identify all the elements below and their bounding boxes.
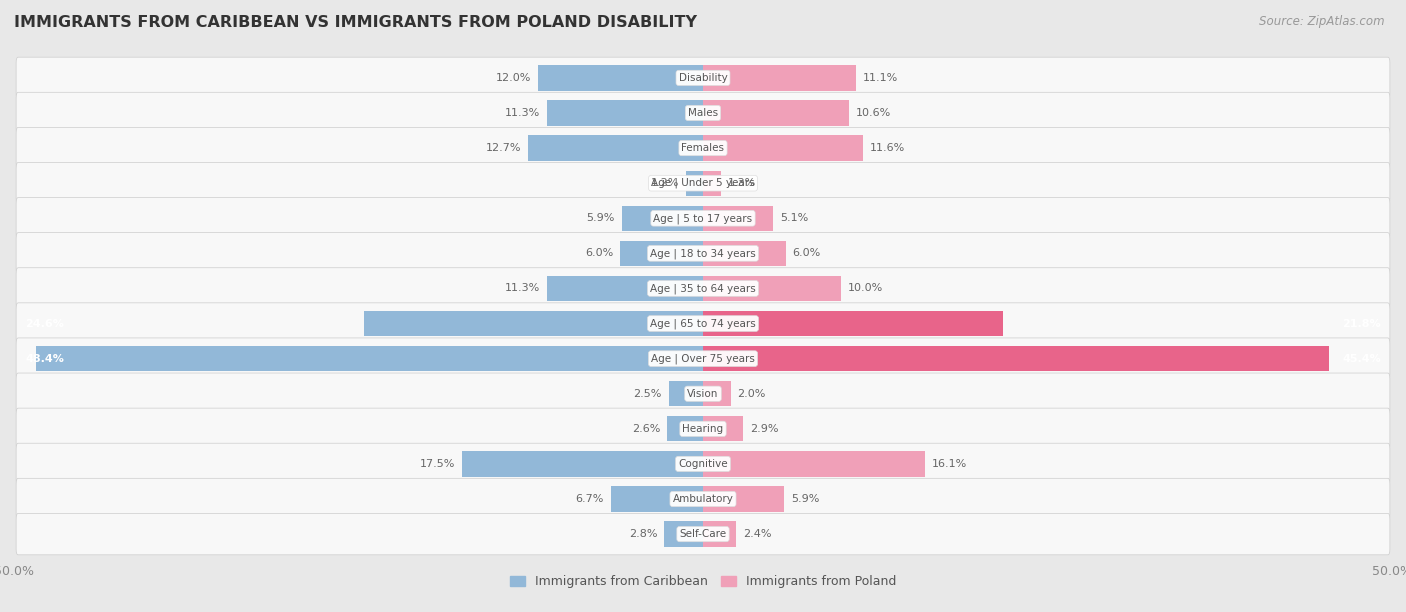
Text: Source: ZipAtlas.com: Source: ZipAtlas.com: [1260, 15, 1385, 28]
Text: Ambulatory: Ambulatory: [672, 494, 734, 504]
FancyBboxPatch shape: [15, 162, 1391, 204]
Text: 5.9%: 5.9%: [586, 213, 614, 223]
Text: Age | Over 75 years: Age | Over 75 years: [651, 353, 755, 364]
Text: 11.1%: 11.1%: [863, 73, 898, 83]
Text: 2.6%: 2.6%: [631, 424, 661, 434]
Text: Self-Care: Self-Care: [679, 529, 727, 539]
Bar: [703, 311, 1004, 336]
FancyBboxPatch shape: [15, 233, 1391, 274]
Text: Age | 65 to 74 years: Age | 65 to 74 years: [650, 318, 756, 329]
Text: 24.6%: 24.6%: [25, 319, 63, 329]
Text: IMMIGRANTS FROM CARIBBEAN VS IMMIGRANTS FROM POLAND DISABILITY: IMMIGRANTS FROM CARIBBEAN VS IMMIGRANTS …: [14, 15, 697, 31]
FancyBboxPatch shape: [15, 92, 1391, 133]
Bar: [703, 451, 925, 477]
FancyBboxPatch shape: [15, 479, 1391, 520]
Text: Males: Males: [688, 108, 718, 118]
FancyBboxPatch shape: [15, 267, 1391, 309]
FancyBboxPatch shape: [15, 57, 1391, 99]
Text: 6.7%: 6.7%: [575, 494, 603, 504]
Text: 12.7%: 12.7%: [485, 143, 522, 153]
Text: 10.0%: 10.0%: [848, 283, 883, 293]
Text: Cognitive: Cognitive: [678, 459, 728, 469]
Text: 11.3%: 11.3%: [505, 283, 540, 293]
Bar: [703, 346, 1329, 371]
FancyBboxPatch shape: [15, 303, 1391, 345]
Bar: [37, 346, 703, 371]
FancyBboxPatch shape: [15, 373, 1391, 414]
Text: 2.5%: 2.5%: [633, 389, 662, 399]
Bar: [703, 416, 742, 441]
Bar: [665, 521, 703, 547]
FancyBboxPatch shape: [15, 127, 1391, 169]
Text: Age | 5 to 17 years: Age | 5 to 17 years: [654, 213, 752, 223]
Bar: [686, 171, 703, 196]
Text: 5.9%: 5.9%: [792, 494, 820, 504]
Bar: [703, 521, 737, 547]
Text: 10.6%: 10.6%: [856, 108, 891, 118]
Bar: [461, 451, 703, 477]
Text: 48.4%: 48.4%: [25, 354, 63, 364]
Bar: [703, 65, 856, 91]
Text: Age | Under 5 years: Age | Under 5 years: [651, 178, 755, 188]
Text: 17.5%: 17.5%: [419, 459, 456, 469]
Bar: [703, 381, 731, 406]
Text: Vision: Vision: [688, 389, 718, 399]
Bar: [669, 381, 703, 406]
Bar: [703, 171, 721, 196]
FancyBboxPatch shape: [15, 408, 1391, 450]
Bar: [703, 135, 863, 161]
Text: Age | 35 to 64 years: Age | 35 to 64 years: [650, 283, 756, 294]
Bar: [703, 487, 785, 512]
Bar: [621, 206, 703, 231]
FancyBboxPatch shape: [15, 338, 1391, 379]
Text: 12.0%: 12.0%: [495, 73, 531, 83]
Text: Disability: Disability: [679, 73, 727, 83]
FancyBboxPatch shape: [15, 443, 1391, 485]
Text: 2.0%: 2.0%: [738, 389, 766, 399]
Bar: [703, 206, 773, 231]
Text: 6.0%: 6.0%: [585, 248, 613, 258]
Bar: [364, 311, 703, 336]
Text: 45.4%: 45.4%: [1343, 354, 1381, 364]
Text: Females: Females: [682, 143, 724, 153]
Text: Hearing: Hearing: [682, 424, 724, 434]
Bar: [703, 276, 841, 301]
Text: 11.3%: 11.3%: [505, 108, 540, 118]
Text: 1.3%: 1.3%: [728, 178, 756, 188]
Legend: Immigrants from Caribbean, Immigrants from Poland: Immigrants from Caribbean, Immigrants fr…: [510, 575, 896, 588]
Bar: [668, 416, 703, 441]
Text: 21.8%: 21.8%: [1343, 319, 1381, 329]
Bar: [537, 65, 703, 91]
Text: Age | 18 to 34 years: Age | 18 to 34 years: [650, 248, 756, 259]
FancyBboxPatch shape: [15, 513, 1391, 555]
Text: 6.0%: 6.0%: [793, 248, 821, 258]
Bar: [529, 135, 703, 161]
Text: 2.9%: 2.9%: [749, 424, 779, 434]
Text: 2.4%: 2.4%: [742, 529, 772, 539]
Bar: [547, 100, 703, 125]
Text: 5.1%: 5.1%: [780, 213, 808, 223]
Bar: [703, 100, 849, 125]
Text: 16.1%: 16.1%: [932, 459, 967, 469]
Bar: [547, 276, 703, 301]
Bar: [610, 487, 703, 512]
FancyBboxPatch shape: [15, 198, 1391, 239]
Bar: [620, 241, 703, 266]
Text: 2.8%: 2.8%: [628, 529, 658, 539]
Text: 11.6%: 11.6%: [870, 143, 905, 153]
Text: 1.2%: 1.2%: [651, 178, 679, 188]
Bar: [703, 241, 786, 266]
